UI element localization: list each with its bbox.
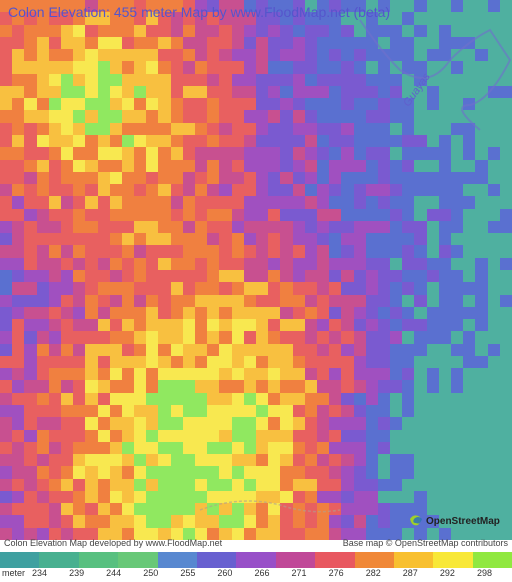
legend-tick: 234 (30, 568, 67, 582)
elevation-map: Guayas (0, 0, 512, 540)
osm-text: OpenStreetMap (426, 516, 500, 527)
legend-color-swatch (315, 552, 354, 568)
legend-color-swatch (79, 552, 118, 568)
page-title: Colon Elevation: 455 meter Map by www.Fl… (8, 4, 390, 20)
legend-color-swatch (394, 552, 433, 568)
legend-color-swatch (236, 552, 275, 568)
legend-tick: 239 (67, 568, 104, 582)
legend-color-swatch (433, 552, 472, 568)
legend-gradient (0, 552, 512, 568)
legend-tick: 287 (401, 568, 438, 582)
footer-left: Colon Elevation Map developed by www.Flo… (4, 538, 222, 552)
legend-labels: meter23423924425025526026627127628228729… (0, 568, 512, 582)
legend-color-swatch (39, 552, 78, 568)
legend-tick: 298 (475, 568, 512, 582)
legend-color-swatch (158, 552, 197, 568)
river-overlay (0, 0, 512, 540)
legend-tick: 244 (104, 568, 141, 582)
legend-tick: 276 (327, 568, 364, 582)
legend-tick: 271 (290, 568, 327, 582)
legend-tick: 282 (364, 568, 401, 582)
legend-tick: 255 (178, 568, 215, 582)
legend-color-swatch (118, 552, 157, 568)
legend-tick: 266 (252, 568, 289, 582)
footer-right: Base map © OpenStreetMap contributors (343, 538, 508, 552)
legend-color-swatch (276, 552, 315, 568)
legend-tick: 260 (215, 568, 252, 582)
openstreetmap-logo: OpenStreetMap (408, 511, 506, 534)
legend-tick: 292 (438, 568, 475, 582)
legend-color-swatch (355, 552, 394, 568)
legend-tick: 250 (141, 568, 178, 582)
legend-color-swatch (0, 552, 39, 568)
elevation-legend: meter23423924425025526026627127628228729… (0, 552, 512, 582)
map-footer: Colon Elevation Map developed by www.Flo… (0, 538, 512, 552)
legend-color-swatch (197, 552, 236, 568)
legend-unit: meter (0, 568, 30, 582)
legend-color-swatch (473, 552, 512, 568)
